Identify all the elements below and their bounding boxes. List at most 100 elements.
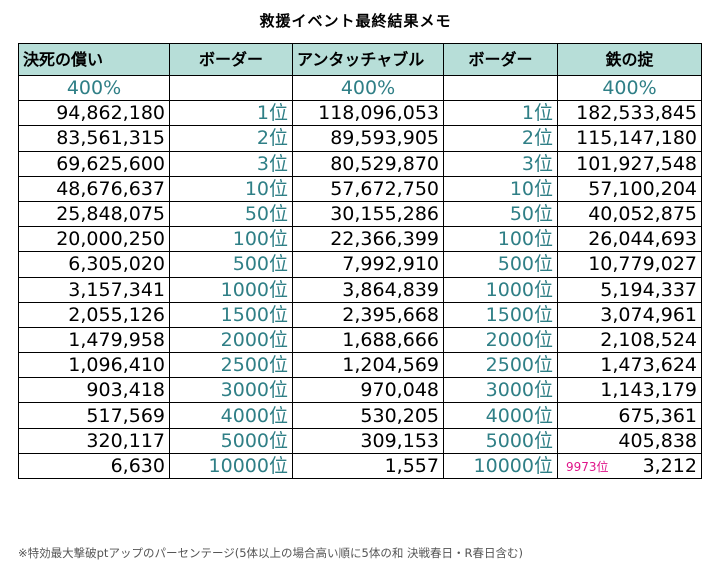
score-untouchable: 970,048 [292, 377, 444, 404]
border-rank: 2500位 [169, 352, 293, 379]
score-kesshi: 903,418 [18, 377, 170, 404]
rank-note: 9973位 [566, 459, 609, 474]
border-rank: 2000位 [443, 326, 558, 354]
score-kesshi: 2,055,126 [18, 301, 170, 328]
score-kesshi: 320,117 [18, 427, 170, 454]
score-kesshi: 48,676,637 [18, 175, 170, 202]
header-border-2: ボーダー [443, 43, 558, 76]
footnote: ※特効最大撃破ptアップのパーセンテージ(5体以上の場合高い順に5体の和 決戦春… [18, 546, 523, 560]
score-tetsu: 115,147,180 [557, 125, 702, 152]
score-tetsu: 57,100,204 [557, 175, 702, 202]
header-untouchable: アンタッチャブル [292, 43, 444, 76]
border-rank: 100位 [169, 226, 293, 253]
header-row: 決死の償い ボーダー アンタッチャブル ボーダー 鉄の掟 [18, 43, 702, 76]
score-untouchable: 7,992,910 [292, 251, 444, 278]
border-rank: 1500位 [169, 301, 293, 328]
header-tetsu: 鉄の掟 [557, 43, 702, 76]
score-untouchable: 89,593,905 [292, 125, 444, 152]
border-rank: 5000位 [169, 427, 293, 454]
score-tetsu: 10,779,027 [557, 251, 702, 278]
score-tetsu: 3,074,961 [557, 301, 702, 328]
table-row: 25,848,075 50位 30,155,286 50位 40,052,875 [18, 200, 702, 228]
border-rank: 2000位 [169, 326, 293, 354]
score-tetsu: 2,108,524 [557, 326, 702, 354]
border-rank: 1位 [443, 100, 558, 127]
border-rank: 1500位 [443, 301, 558, 328]
score-value: 3,212 [642, 454, 697, 477]
percent-cell: 400% [292, 74, 444, 102]
border-rank: 100位 [443, 226, 558, 253]
score-kesshi: 517,569 [18, 402, 170, 429]
percent-cell [169, 74, 293, 102]
table-row: 903,418 3000位 970,048 3000位 1,143,179 [18, 377, 702, 404]
table-row: 69,625,600 3位 80,529,870 3位 101,927,548 [18, 150, 702, 177]
table-row: 6,630 10000位 1,557 10000位 9973位 3,212 [18, 452, 702, 480]
table-row: 2,055,126 1500位 2,395,668 1500位 3,074,961 [18, 301, 702, 328]
page-title: 救援イベント最終結果メモ [259, 12, 452, 30]
border-rank: 1000位 [443, 276, 558, 303]
score-untouchable: 3,864,839 [292, 276, 444, 303]
score-tetsu: 405,838 [557, 427, 702, 454]
border-rank: 1000位 [169, 276, 293, 303]
table-row: 6,305,020 500位 7,992,910 500位 10,779,027 [18, 251, 702, 278]
border-rank: 50位 [443, 200, 558, 228]
header-kesshi: 決死の償い [18, 43, 170, 76]
score-kesshi: 83,561,315 [18, 125, 170, 152]
table-row: 48,676,637 10位 57,672,750 10位 57,100,204 [18, 175, 702, 202]
percent-cell: 400% [18, 74, 170, 102]
score-untouchable: 1,557 [292, 452, 444, 480]
score-kesshi: 20,000,250 [18, 226, 170, 253]
border-rank: 3位 [169, 150, 293, 177]
score-tetsu: 675,361 [557, 402, 702, 429]
border-rank: 500位 [443, 251, 558, 278]
border-rank: 5000位 [443, 427, 558, 454]
score-tetsu: 1,143,179 [557, 377, 702, 404]
score-kesshi: 3,157,341 [18, 276, 170, 303]
score-kesshi: 94,862,180 [18, 100, 170, 127]
score-tetsu: 101,927,548 [557, 150, 702, 177]
score-kesshi: 6,305,020 [18, 251, 170, 278]
score-untouchable: 530,205 [292, 402, 444, 429]
score-untouchable: 309,153 [292, 427, 444, 454]
border-rank: 10000位 [443, 452, 558, 480]
border-rank: 2500位 [443, 352, 558, 379]
results-table: 決死の償い ボーダー アンタッチャブル ボーダー 鉄の掟 400% 400% 4… [18, 43, 702, 480]
table-row: 1,479,958 2000位 1,688,666 2000位 2,108,524 [18, 326, 702, 354]
score-untouchable: 2,395,668 [292, 301, 444, 328]
table-row: 320,117 5000位 309,153 5000位 405,838 [18, 427, 702, 454]
score-untouchable: 57,672,750 [292, 175, 444, 202]
percent-cell [443, 74, 558, 102]
table-row: 517,569 4000位 530,205 4000位 675,361 [18, 402, 702, 429]
table-row: 1,096,410 2500位 1,204,569 2500位 1,473,624 [18, 352, 702, 379]
score-tetsu: 182,533,845 [557, 100, 702, 127]
score-tetsu: 5,194,337 [557, 276, 702, 303]
border-rank: 2位 [169, 125, 293, 152]
border-rank: 3位 [443, 150, 558, 177]
score-kesshi: 25,848,075 [18, 200, 170, 228]
border-rank: 500位 [169, 251, 293, 278]
score-kesshi: 1,096,410 [18, 352, 170, 379]
border-rank: 10位 [169, 175, 293, 202]
score-untouchable: 22,366,399 [292, 226, 444, 253]
score-tetsu: 26,044,693 [557, 226, 702, 253]
border-rank: 1位 [169, 100, 293, 127]
score-untouchable: 80,529,870 [292, 150, 444, 177]
border-rank: 3000位 [169, 377, 293, 404]
header-border-1: ボーダー [169, 43, 293, 76]
table-row: 20,000,250 100位 22,366,399 100位 26,044,693 [18, 226, 702, 253]
border-rank: 10000位 [169, 452, 293, 480]
score-untouchable: 30,155,286 [292, 200, 444, 228]
percent-cell: 400% [557, 74, 702, 102]
score-tetsu: 40,052,875 [557, 200, 702, 228]
score-kesshi: 6,630 [18, 452, 170, 480]
table-row: 3,157,341 1000位 3,864,839 1000位 5,194,337 [18, 276, 702, 303]
score-untouchable: 1,204,569 [292, 352, 444, 379]
score-kesshi: 1,479,958 [18, 326, 170, 354]
score-untouchable: 118,096,053 [292, 100, 444, 127]
percent-row: 400% 400% 400% [18, 74, 702, 102]
border-rank: 2位 [443, 125, 558, 152]
score-kesshi: 69,625,600 [18, 150, 170, 177]
score-tetsu: 1,473,624 [557, 352, 702, 379]
border-rank: 3000位 [443, 377, 558, 404]
score-tetsu: 9973位 3,212 [557, 452, 702, 480]
